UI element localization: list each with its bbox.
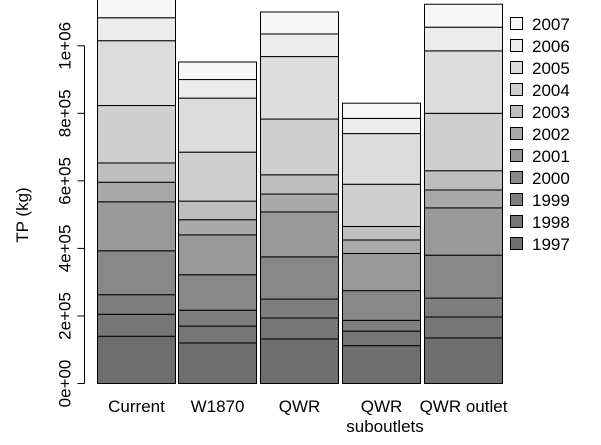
bar-segment-2003-2 — [178, 200, 257, 221]
x-tick-label: Current — [108, 397, 165, 416]
bar-segment-2002-5 — [424, 189, 503, 209]
legend-swatch-2003 — [510, 105, 523, 118]
bar-segment-1998-1 — [97, 313, 176, 337]
legend-swatch-2004 — [510, 83, 523, 96]
bar-segment-1997-4 — [342, 345, 421, 385]
bar-segment-2007-3 — [260, 11, 339, 35]
x-axis-title: suboutlets — [346, 417, 424, 436]
bar-segment-1998-3 — [260, 317, 339, 340]
legend-label-1998: 1998 — [532, 213, 570, 232]
y-axis: 0e+00 2e+05 4e+05 6e+05 8e+05 1e+06 — [56, 22, 85, 407]
bar-segment-2005-1 — [97, 40, 176, 107]
x-tick-label: QWR — [279, 397, 321, 416]
bar-segment-2005-3 — [260, 56, 339, 120]
bar-segment-2000-3 — [260, 256, 339, 300]
bar-segment-2001-4 — [342, 252, 421, 292]
bar-segment-2003-5 — [424, 170, 503, 191]
bar-segment-2007-2 — [178, 61, 257, 81]
y-tick-label: 1e+06 — [56, 22, 75, 70]
bar-segment-2000-1 — [97, 250, 176, 296]
bar-segment-2001-3 — [260, 211, 339, 258]
y-axis-title: TP (kg) — [13, 187, 32, 242]
bar-segment-2000-5 — [424, 254, 503, 299]
bar-segment-2003-3 — [260, 174, 339, 195]
legend-swatch-1999 — [510, 193, 523, 206]
bar-segment-2006-3 — [260, 33, 339, 58]
legend-label-2000: 2000 — [532, 169, 570, 188]
bars-group — [97, 0, 503, 385]
bar-segment-1997-2 — [178, 342, 257, 384]
bar-segment-2000-4 — [342, 290, 421, 321]
bar-segment-2002-3 — [260, 193, 339, 213]
bar-segment-2005-4 — [342, 133, 421, 185]
legend-swatch-2002 — [510, 127, 523, 140]
legend-swatch-1997 — [510, 237, 523, 250]
bar-segment-2000-2 — [178, 274, 257, 311]
bar-segment-1997-5 — [424, 337, 503, 385]
bar-segment-1999-5 — [424, 297, 503, 318]
bar-segment-2005-5 — [424, 50, 503, 114]
bar-segment-1997-1 — [97, 335, 176, 384]
y-tick-label: 0e+00 — [56, 360, 75, 408]
bar-segment-2006-2 — [178, 79, 257, 99]
legend: 2007 2006 2005 2004 2003 2002 2001 2000 1999 1998… — [510, 15, 570, 254]
bar-segment-2006-5 — [424, 26, 503, 52]
legend-label-1999: 1999 — [532, 191, 570, 210]
bar-segment-1999-1 — [97, 294, 176, 315]
legend-label-2006: 2006 — [532, 37, 570, 56]
bar-segment-2001-1 — [97, 201, 176, 252]
legend-label-2001: 2001 — [532, 147, 570, 166]
bar-segment-2003-4 — [342, 225, 421, 241]
bar-segment-2007-4 — [342, 102, 421, 119]
bar-segment-2004-5 — [424, 112, 503, 172]
bar-segment-1998-2 — [178, 325, 257, 344]
y-tick-label: 4e+05 — [56, 225, 75, 273]
y-tick-label: 6e+05 — [56, 157, 75, 205]
bar-segment-1999-4 — [342, 319, 421, 332]
bar-segment-2004-2 — [178, 151, 257, 202]
legend-label-2007: 2007 — [532, 15, 570, 34]
bar-segment-1997-3 — [260, 338, 339, 385]
bar-segment-2004-4 — [342, 183, 421, 227]
bar-segment-1999-2 — [178, 309, 257, 327]
bar-segment-2006-1 — [97, 17, 176, 42]
legend-swatch-2001 — [510, 149, 523, 162]
bar-segment-2007-5 — [424, 3, 503, 28]
legend-swatch-1998 — [510, 215, 523, 228]
bar-segment-2002-1 — [97, 181, 176, 203]
x-axis: Current W1870 QWR QWR QWR outlet — [108, 397, 508, 416]
bar-segment-2003-1 — [97, 162, 176, 183]
legend-label-1997: 1997 — [532, 235, 570, 254]
bar-segment-2007-1 — [97, 0, 176, 19]
legend-swatch-2007 — [510, 17, 523, 30]
legend-swatch-2000 — [510, 171, 523, 184]
bar-segment-2002-2 — [178, 219, 257, 236]
legend-swatch-2006 — [510, 39, 523, 52]
bar-segment-2001-2 — [178, 234, 257, 276]
legend-label-2005: 2005 — [532, 59, 570, 78]
y-tick-label: 8e+05 — [56, 89, 75, 137]
legend-label-2003: 2003 — [532, 103, 570, 122]
bar-segment-2004-1 — [97, 105, 176, 164]
legend-label-2002: 2002 — [532, 125, 570, 144]
bar-segment-2005-2 — [178, 97, 257, 153]
x-tick-label: QWR — [361, 397, 403, 416]
bar-segment-2004-3 — [260, 118, 339, 176]
legend-label-2004: 2004 — [532, 81, 570, 100]
bar-segment-2006-4 — [342, 117, 421, 135]
bar-segment-1998-4 — [342, 330, 421, 347]
y-tick-label: 2e+05 — [56, 292, 75, 340]
legend-swatch-2005 — [510, 61, 523, 74]
x-tick-label: W1870 — [191, 397, 245, 416]
bar-segment-1998-5 — [424, 316, 503, 339]
bar-segment-1999-3 — [260, 298, 339, 319]
bar-segment-2001-5 — [424, 207, 503, 256]
x-tick-label: QWR outlet — [420, 397, 508, 416]
bar-segment-2002-4 — [342, 239, 421, 254]
